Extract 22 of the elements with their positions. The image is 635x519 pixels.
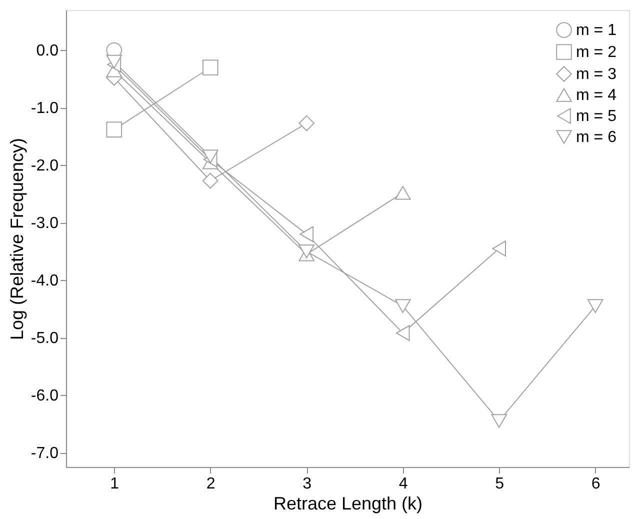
legend-label: m = 2 — [576, 44, 617, 61]
x-tick-label: 3 — [302, 476, 312, 492]
x-tick-label: 5 — [495, 476, 504, 492]
x-tick-label: 4 — [398, 476, 408, 492]
y-tick-label: -1.0 — [30, 100, 59, 118]
y-tick-label: -5.0 — [30, 330, 59, 348]
y-tick-label: -6.0 — [30, 388, 59, 405]
y-tick-label: -2.0 — [30, 158, 59, 175]
x-axis-title: Retrace Length (k) — [273, 494, 423, 514]
y-axis-title: Log (Relative Frequency) — [6, 138, 27, 340]
y-tick-label: -7.0 — [30, 445, 59, 462]
y-tick-label: 0.0 — [36, 42, 59, 60]
legend-label: m = 3 — [576, 66, 617, 83]
x-tick-label: 2 — [206, 476, 216, 492]
x-tick-label: 6 — [591, 476, 600, 492]
x-tick-label: 1 — [110, 476, 120, 492]
legend-label: m = 4 — [576, 87, 617, 104]
legend-label: m = 6 — [576, 129, 617, 146]
legend-label: m = 1 — [576, 22, 617, 39]
y-tick-label: -3.0 — [30, 215, 59, 232]
y-tick-label: -4.0 — [30, 272, 59, 290]
legend-label: m = 5 — [576, 108, 617, 125]
